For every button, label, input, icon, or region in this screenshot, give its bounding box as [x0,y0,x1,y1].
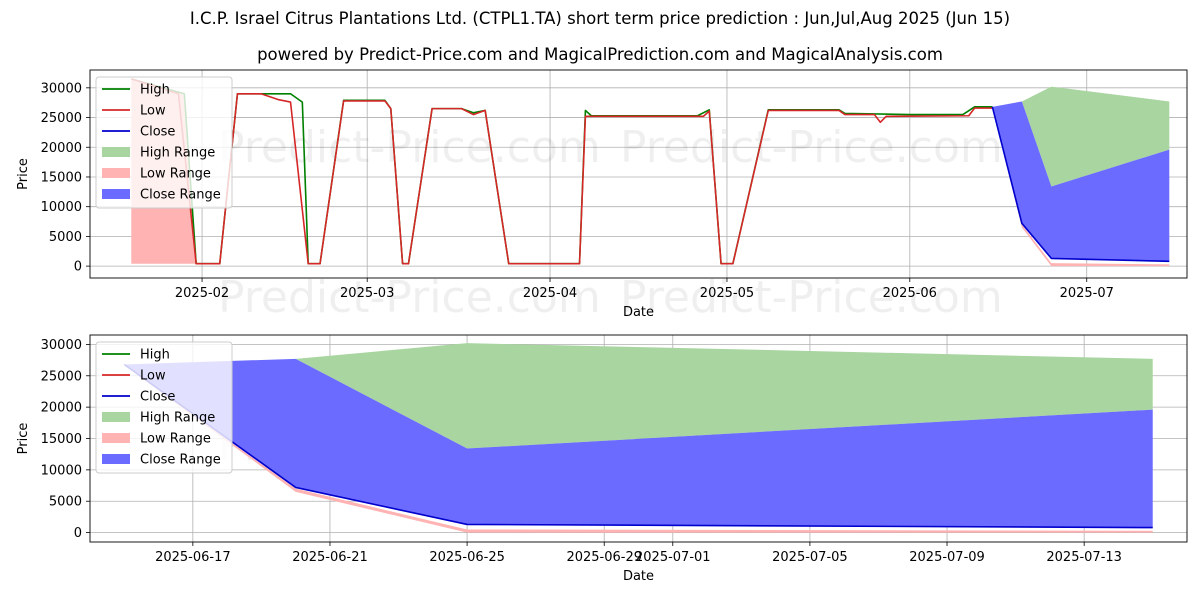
watermark-text: Predict-Price.com [218,122,601,173]
legend-label: High Range [140,411,215,426]
x-axis-label: Date [623,569,654,584]
y-tick-label: 30000 [41,81,82,96]
y-tick-label: 15000 [41,170,82,185]
y-tick-label: 5000 [49,230,82,245]
low-series-line [131,78,993,265]
watermark-text: Predict-Price.com [620,272,1003,323]
y-tick-label: 0 [74,260,82,275]
y-tick-label: 5000 [49,495,82,510]
legend-label: Close [140,390,175,405]
y-axis-label: Price [16,158,31,190]
chart-panel-1: 2025-02 2025-03 2025-04 2025-05 2025-06 2025-… [16,69,1188,323]
x-tick-label: 2025-06-29 [566,550,642,565]
x-axis-label: Date [623,305,654,320]
x-tick-label: 2025-03 [340,286,394,301]
x-tick-label: 2025-07-05 [772,550,848,565]
legend-label: High [140,348,170,363]
x-tick-label: 2025-06 [883,286,937,301]
plot-area [123,343,1153,533]
y-tick-label: 20000 [41,141,82,156]
chart-panel-2: 2025-06-17 2025-06-21 2025-06-25 2025-06-29… [16,334,1188,584]
legend-patch-swatch [102,433,130,443]
axes-frame [89,334,1188,543]
legend-label: Low [140,369,166,384]
legend-patch-swatch [102,454,130,464]
watermark-text: Predict-Price.com [620,122,1003,173]
legend-label: Low Range [140,167,211,182]
y-tick-label: 15000 [41,432,82,447]
x-tick-label: 2025-04 [523,286,577,301]
legend-label: Low Range [140,432,211,447]
y-tick-label: 10000 [41,463,82,478]
legend: High Low Close High Range Low Range Close Ran… [95,76,233,209]
legend-label: High [140,83,170,98]
x-tick-label: 2025-07-13 [1046,550,1122,565]
legend-patch-swatch [102,147,130,157]
legend-patch-swatch [102,189,130,199]
x-tick-label: 2025-02 [175,286,229,301]
watermark-text: Predict-Price.com [218,272,601,323]
y-tick-label: 25000 [41,111,82,126]
x-tick-label: 2025-06-25 [429,550,505,565]
y-tick-label: 25000 [41,369,82,384]
x-tick-label: 2025-06-17 [155,550,231,565]
y-tick-label: 30000 [41,338,82,353]
legend-label: Close Range [140,453,221,468]
x-tick-label: 2025-07 [1060,286,1114,301]
y-tick-label: 0 [74,526,82,541]
legend: High Low Close High Range Low Range Close Ran… [95,341,233,474]
axes-frame [89,69,1188,279]
legend-patch-swatch [102,412,130,422]
close-series-line [991,106,1170,263]
x-tick-label: 2025-07-09 [909,550,985,565]
legend-label: Close Range [140,188,221,203]
x-tick-label: 2025-07-01 [635,550,711,565]
chart-subtitle: powered by Predict-Price.com and Magical… [257,45,943,64]
legend-label: Low [140,104,166,119]
close-range-area [992,101,1170,262]
legend-patch-swatch [102,168,130,178]
close-range-area [124,358,1153,528]
legend-label: Close [140,125,175,140]
high-range-area [124,343,1153,449]
y-tick-label: 10000 [41,200,82,215]
high-range-area [992,86,1170,187]
chart-title: I.C.P. Israel Citrus Plantations Ltd. (C… [189,9,1011,28]
y-axis-label: Price [16,423,31,455]
x-tick-label: 2025-06-21 [292,550,368,565]
legend-label: High Range [140,146,215,161]
y-tick-label: 20000 [41,401,82,416]
x-tick-label: 2025-05 [700,286,754,301]
